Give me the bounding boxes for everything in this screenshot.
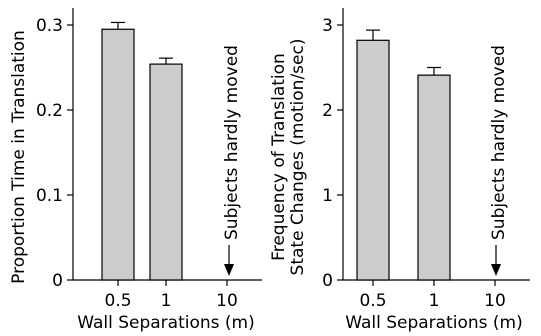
y-tick-label: 0.1 bbox=[36, 186, 63, 206]
y-tick-label: 3 bbox=[322, 16, 333, 36]
x-tick-label: 0.5 bbox=[104, 291, 131, 311]
y-tick-label: 0.2 bbox=[36, 101, 63, 121]
y-tick-label: 0 bbox=[322, 271, 333, 291]
y-axis-label: Proportion Time in Translation bbox=[9, 30, 29, 284]
annotation-arrowhead bbox=[224, 264, 234, 276]
x-tick-label: 1 bbox=[161, 291, 172, 311]
x-tick-label: 10 bbox=[216, 291, 238, 311]
x-tick-label: 1 bbox=[429, 291, 440, 311]
bar-0-5 bbox=[101, 28, 135, 281]
y-tick-label: 0 bbox=[52, 271, 63, 291]
bar-0-5 bbox=[356, 39, 390, 281]
y-tick-label: 0.3 bbox=[36, 16, 63, 36]
x-tick-label: 10 bbox=[484, 291, 506, 311]
bar-1 bbox=[417, 74, 451, 281]
frequency-chart: Frequency of Translation State Changes (… bbox=[269, 8, 530, 333]
y-axis-label-line-2: State Changes (motion/sec) bbox=[288, 39, 308, 276]
y-tick-label: 2 bbox=[322, 101, 333, 121]
bar-1 bbox=[149, 63, 183, 281]
annotation-text: Subjects hardly moved bbox=[489, 45, 509, 240]
x-axis-label: Wall Separations (m) bbox=[345, 313, 523, 333]
y-axis-label-line-1: Frequency of Translation bbox=[269, 53, 289, 261]
x-axis-label: Wall Separations (m) bbox=[77, 313, 255, 333]
annotation-arrowhead bbox=[491, 264, 501, 276]
x-tick-label: 0.5 bbox=[359, 291, 386, 311]
annotation-text: Subjects hardly moved bbox=[222, 45, 242, 240]
y-tick-label: 1 bbox=[322, 186, 333, 206]
proportion-chart: Proportion Time in Translation Wall Sepa… bbox=[9, 8, 262, 333]
